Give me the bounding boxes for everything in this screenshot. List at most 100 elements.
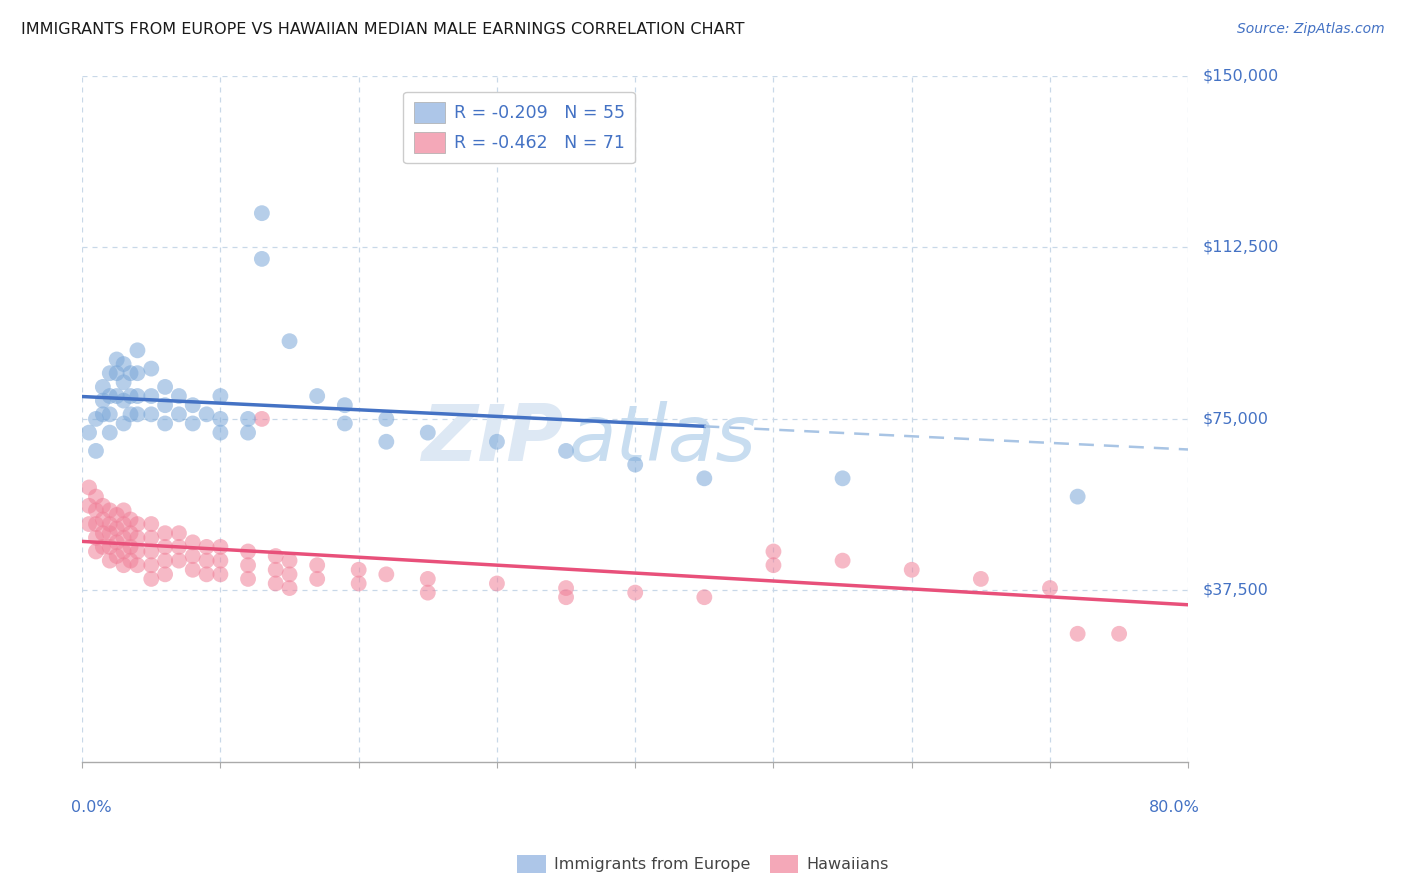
Point	[624, 458, 647, 472]
Point	[167, 407, 190, 421]
Point	[98, 554, 121, 568]
Point	[77, 425, 100, 440]
Point	[153, 417, 176, 431]
Point	[91, 393, 114, 408]
Point	[77, 517, 100, 532]
Point	[181, 535, 204, 549]
Point	[127, 407, 149, 421]
Point	[264, 549, 287, 563]
Point	[91, 526, 114, 541]
Point	[762, 558, 785, 573]
Point	[141, 389, 163, 403]
Point	[181, 563, 204, 577]
Point	[485, 576, 508, 591]
Point	[141, 572, 163, 586]
Point	[209, 567, 232, 582]
Point	[153, 398, 176, 412]
Point	[98, 503, 121, 517]
Point	[98, 425, 121, 440]
Point	[264, 563, 287, 577]
Point	[120, 389, 142, 403]
Point	[347, 576, 370, 591]
Point	[84, 517, 107, 532]
Point	[307, 558, 329, 573]
Point	[91, 380, 114, 394]
Point	[105, 522, 128, 536]
Point	[970, 572, 993, 586]
Point	[347, 563, 370, 577]
Point	[416, 585, 439, 599]
Text: $112,500: $112,500	[1202, 240, 1278, 255]
Point	[112, 393, 135, 408]
Text: Source: ZipAtlas.com: Source: ZipAtlas.com	[1237, 22, 1385, 37]
Point	[555, 581, 578, 595]
Text: ZIP: ZIP	[420, 401, 564, 477]
Point	[416, 425, 439, 440]
Point	[167, 389, 190, 403]
Point	[77, 499, 100, 513]
Point	[693, 471, 716, 485]
Point	[236, 572, 259, 586]
Point	[153, 554, 176, 568]
Point	[91, 540, 114, 554]
Point	[105, 535, 128, 549]
Text: $75,000: $75,000	[1202, 411, 1268, 426]
Point	[250, 412, 273, 426]
Point	[250, 252, 273, 266]
Point	[333, 417, 356, 431]
Point	[236, 558, 259, 573]
Point	[84, 490, 107, 504]
Point	[181, 398, 204, 412]
Point	[98, 407, 121, 421]
Point	[127, 531, 149, 545]
Point	[209, 389, 232, 403]
Point	[167, 554, 190, 568]
Text: $150,000: $150,000	[1202, 69, 1278, 84]
Point	[181, 417, 204, 431]
Point	[77, 481, 100, 495]
Point	[120, 526, 142, 541]
Point	[91, 499, 114, 513]
Point	[416, 572, 439, 586]
Point	[153, 526, 176, 541]
Point	[307, 389, 329, 403]
Point	[127, 389, 149, 403]
Point	[105, 366, 128, 380]
Point	[307, 572, 329, 586]
Point	[112, 558, 135, 573]
Text: 0.0%: 0.0%	[72, 799, 111, 814]
Point	[120, 512, 142, 526]
Point	[98, 389, 121, 403]
Point	[98, 526, 121, 541]
Point	[236, 425, 259, 440]
Point	[831, 471, 853, 485]
Y-axis label: Median Male Earnings: Median Male Earnings	[0, 334, 7, 503]
Point	[112, 357, 135, 371]
Point	[141, 544, 163, 558]
Point	[112, 517, 135, 532]
Point	[153, 567, 176, 582]
Point	[278, 334, 301, 348]
Point	[209, 554, 232, 568]
Point	[127, 517, 149, 532]
Point	[120, 554, 142, 568]
Point	[278, 567, 301, 582]
Point	[153, 380, 176, 394]
Text: $37,500: $37,500	[1202, 582, 1268, 598]
Point	[127, 544, 149, 558]
Point	[195, 540, 218, 554]
Point	[236, 412, 259, 426]
Point	[1066, 627, 1088, 641]
Point	[762, 544, 785, 558]
Point	[98, 517, 121, 532]
Point	[112, 531, 135, 545]
Point	[555, 443, 578, 458]
Text: atlas: atlas	[569, 401, 756, 477]
Point	[195, 407, 218, 421]
Point	[195, 567, 218, 582]
Legend: Immigrants from Europe, Hawaiians: Immigrants from Europe, Hawaiians	[510, 848, 896, 880]
Point	[84, 443, 107, 458]
Point	[84, 544, 107, 558]
Point	[209, 425, 232, 440]
Point	[1039, 581, 1062, 595]
